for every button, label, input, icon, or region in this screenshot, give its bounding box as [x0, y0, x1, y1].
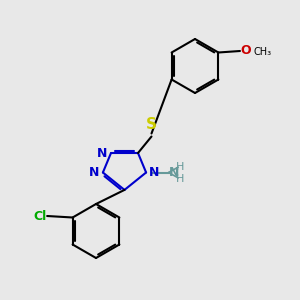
Text: N: N [149, 166, 160, 179]
Text: H: H [176, 161, 184, 172]
Text: CH₃: CH₃ [254, 46, 272, 57]
Text: O: O [240, 44, 251, 58]
Text: N: N [88, 166, 99, 179]
Text: Cl: Cl [33, 209, 46, 223]
Text: S: S [146, 117, 157, 132]
Text: N: N [169, 166, 179, 179]
Text: H: H [176, 173, 184, 184]
Text: N: N [97, 146, 107, 160]
